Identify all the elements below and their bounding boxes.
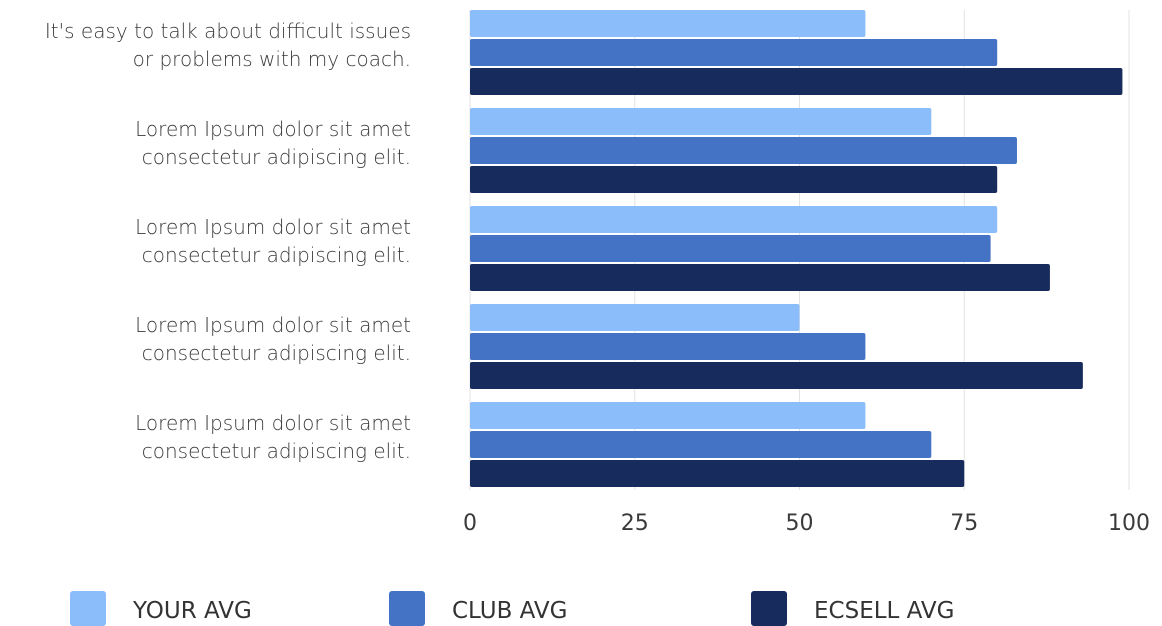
bar-club-avg <box>470 333 866 360</box>
legend-label: ECSELL AVG <box>814 598 954 624</box>
x-tick-label: 0 <box>463 511 477 536</box>
x-tick-label: 100 <box>1108 511 1150 536</box>
x-tick-label: 25 <box>621 511 649 536</box>
category-label: It's easy to talk about difficult issues <box>45 19 411 43</box>
legend-label: YOUR AVG <box>132 598 252 624</box>
x-axis-ticks: 0 25 50 75 100 <box>463 511 1150 536</box>
category-label: consectetur adipiscing elit. <box>142 341 411 365</box>
category-label: or problems with my coach. <box>133 47 411 71</box>
bar-your-avg <box>470 402 866 429</box>
bar-club-avg <box>470 137 1017 164</box>
legend-label: CLUB AVG <box>452 598 567 624</box>
category-label: Lorem Ipsum dolor sit amet <box>135 313 411 337</box>
bar-ecsell-avg <box>470 362 1083 389</box>
legend-swatch <box>70 591 106 626</box>
category-label: Lorem Ipsum dolor sit amet <box>135 411 411 435</box>
x-tick-label: 75 <box>950 511 978 536</box>
bar-your-avg <box>470 206 998 233</box>
legend-swatch <box>389 591 425 626</box>
bar-ecsell-avg <box>470 460 965 487</box>
bar-ecsell-avg <box>470 68 1123 95</box>
bar-ecsell-avg <box>470 264 1050 291</box>
bar-club-avg <box>470 39 998 66</box>
legend-swatch <box>751 591 787 626</box>
legend: YOUR AVG CLUB AVG ECSELL AVG <box>70 591 954 626</box>
category-label: Lorem Ipsum dolor sit amet <box>135 215 411 239</box>
category-label: consectetur adipiscing elit. <box>142 145 411 169</box>
category-label: consectetur adipiscing elit. <box>142 243 411 267</box>
category-label: consectetur adipiscing elit. <box>142 439 411 463</box>
bars <box>470 10 1123 487</box>
x-tick-label: 50 <box>786 511 814 536</box>
bar-your-avg <box>470 304 800 331</box>
bar-your-avg <box>470 108 932 135</box>
category-label: Lorem Ipsum dolor sit amet <box>135 117 411 141</box>
bar-club-avg <box>470 431 932 458</box>
bar-your-avg <box>470 10 866 37</box>
bar-ecsell-avg <box>470 166 998 193</box>
category-labels: It's easy to talk about difficult issues… <box>45 19 411 463</box>
bar-club-avg <box>470 235 991 262</box>
